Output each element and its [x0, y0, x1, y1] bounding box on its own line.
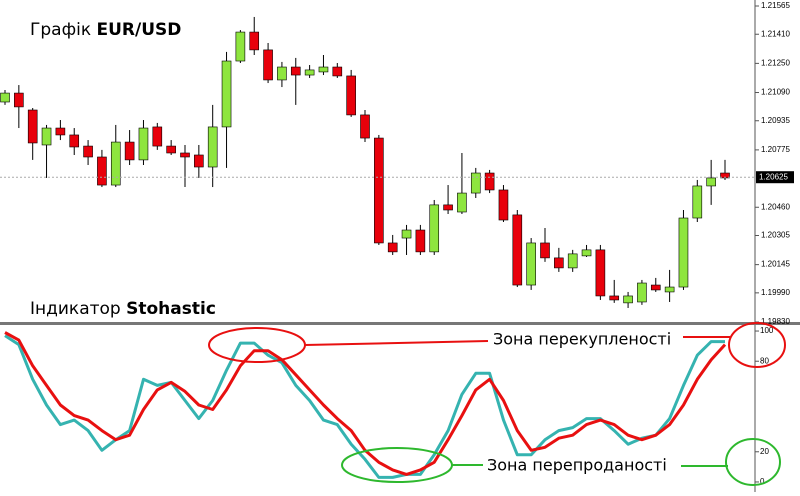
candle-body: [249, 31, 260, 51]
y-tick-label: 1.20145: [761, 260, 790, 269]
overbought-ellipse: [728, 322, 786, 368]
candle-body: [180, 152, 190, 158]
candle-body: [318, 66, 329, 73]
y-tick-label: 0: [760, 477, 765, 486]
candle-body: [110, 141, 121, 186]
candle-body: [595, 249, 606, 297]
candle-body: [290, 66, 301, 76]
candle-body: [664, 286, 675, 293]
indicator-title: Індикатор Stohastic: [30, 299, 216, 319]
candle-body: [304, 69, 315, 76]
candle-body: [706, 177, 716, 187]
candle-body: [457, 192, 467, 213]
y-tick-label: 20: [760, 447, 769, 456]
title-bold: EUR/USD: [97, 20, 182, 40]
candle-body: [609, 295, 620, 301]
y-tick-label: 1.20935: [761, 116, 790, 125]
y-tick-label: 1.21250: [761, 58, 790, 67]
candle-body: [581, 249, 592, 257]
candle-body: [470, 172, 481, 194]
candle-body: [720, 172, 730, 179]
y-tick-label: 100: [760, 326, 774, 335]
y-tick-label: 80: [760, 356, 769, 365]
y-tick-label: 1.20775: [761, 145, 790, 154]
candle-body: [526, 242, 536, 286]
candle-body: [263, 49, 273, 81]
candle-body: [498, 189, 509, 221]
candle-body: [14, 92, 24, 108]
candle-body: [678, 217, 689, 288]
candle-body: [360, 114, 370, 139]
price-title: Графік EUR/USD: [30, 20, 181, 40]
candle-body: [41, 127, 52, 146]
connector: [304, 340, 489, 346]
title-normal: Графік: [30, 20, 91, 40]
title-bold: Stohastic: [126, 299, 216, 319]
candle-body: [124, 141, 135, 161]
candle-body: [415, 229, 426, 253]
candle-body: [207, 126, 218, 168]
annotation: Зона перепроданості: [487, 456, 667, 475]
candle-body: [235, 31, 246, 62]
candle-body: [346, 75, 356, 116]
y-tick-label: 1.21090: [761, 88, 790, 97]
candle-body: [83, 145, 93, 158]
oversold-ellipse: [725, 438, 781, 486]
last-price-box: [756, 171, 794, 184]
candle-body: [152, 126, 163, 147]
y-tick-label: 1.20305: [761, 231, 790, 240]
candle-body: [97, 156, 107, 186]
candle-body: [650, 284, 661, 291]
candle-body: [401, 229, 412, 239]
candle-body: [332, 66, 343, 77]
annotations: [208, 322, 786, 486]
candle-body: [69, 134, 80, 148]
candle-body: [567, 253, 578, 269]
y-tick-label: 1.21410: [761, 29, 790, 38]
last-price-label: 1.20625: [759, 172, 788, 181]
candle-body: [554, 257, 564, 269]
candle-body: [166, 145, 176, 154]
y-tick-label: 1.20460: [761, 202, 790, 211]
candle-body: [484, 172, 495, 191]
candle-body: [429, 204, 440, 253]
annotation: Зона перекупленості: [493, 330, 671, 349]
candle-body: [27, 109, 38, 144]
candle-body: [443, 204, 453, 211]
candle-body: [512, 214, 523, 286]
candle-body: [637, 282, 647, 303]
candle-body: [221, 60, 232, 128]
candle-body: [194, 154, 204, 168]
candle-body: [387, 242, 398, 253]
candle-body: [138, 127, 149, 161]
candle-body: [0, 92, 10, 103]
y-tick-label: 1.19990: [761, 288, 790, 297]
title-normal: Індикатор: [30, 299, 121, 319]
candle-body: [55, 127, 66, 136]
candle-body: [277, 66, 287, 81]
candle-body: [540, 242, 550, 259]
candle-body: [692, 185, 703, 219]
candle-body: [374, 137, 384, 244]
y-tick-label: 1.19830: [761, 317, 790, 326]
y-tick-label: 1.21565: [761, 1, 790, 10]
candle-body: [623, 295, 633, 304]
